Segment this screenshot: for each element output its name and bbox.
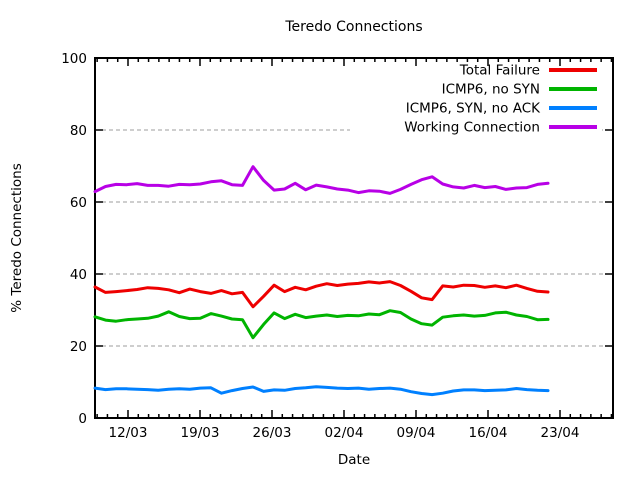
x-axis-title: Date bbox=[337, 452, 371, 468]
x-tick-label-02-04: 02/04 bbox=[325, 425, 364, 441]
y-tick-label-20: 20 bbox=[70, 339, 87, 355]
x-tick-label-19-03: 19/03 bbox=[181, 425, 220, 441]
legend-item-icmp6-no-syn: ICMP6, no SYN bbox=[442, 82, 597, 98]
legend-item-total-failure: Total Failure bbox=[459, 63, 597, 79]
legend-label: ICMP6, no SYN bbox=[442, 82, 540, 98]
legend-backing bbox=[350, 63, 602, 136]
x-tick-label-09-04: 09/04 bbox=[397, 425, 436, 441]
legend-label: Total Failure bbox=[459, 63, 540, 79]
axis-ticks bbox=[95, 57, 613, 419]
series-line-working-connection bbox=[93, 165, 550, 195]
y-tick-label-0: 0 bbox=[78, 411, 87, 427]
chart-title: Teredo Connections bbox=[285, 19, 423, 35]
y-tick-label-40: 40 bbox=[70, 267, 87, 283]
x-tick-label-23-04: 23/04 bbox=[541, 425, 580, 441]
legend: Total Failure ICMP6, no SYN ICMP6, SYN, no… bbox=[404, 63, 597, 136]
series-line-icmp6-no-syn bbox=[93, 309, 550, 340]
legend-label: ICMP6, SYN, no ACK bbox=[406, 101, 541, 117]
legend-item-working-connection: Working Connection bbox=[404, 120, 597, 136]
y-tick-labels: 0 20 40 60 80 100 bbox=[61, 51, 87, 427]
series-line-total-failure bbox=[93, 280, 550, 309]
y-tick-label-60: 60 bbox=[70, 195, 87, 211]
x-tick-label-16-04: 16/04 bbox=[469, 425, 508, 441]
x-tick-label-26-03: 26/03 bbox=[253, 425, 292, 441]
legend-label: Working Connection bbox=[404, 120, 540, 136]
legend-item-icmp6-syn-no-ack: ICMP6, SYN, no ACK bbox=[406, 101, 597, 117]
x-tick-labels: 12/03 19/03 26/03 02/04 09/04 16/04 23/04 bbox=[109, 425, 580, 441]
y-tick-label-100: 100 bbox=[61, 51, 87, 67]
y-tick-label-80: 80 bbox=[70, 123, 87, 139]
x-tick-label-12-03: 12/03 bbox=[109, 425, 148, 441]
series-line-icmp6-syn-no-ack bbox=[93, 385, 550, 397]
